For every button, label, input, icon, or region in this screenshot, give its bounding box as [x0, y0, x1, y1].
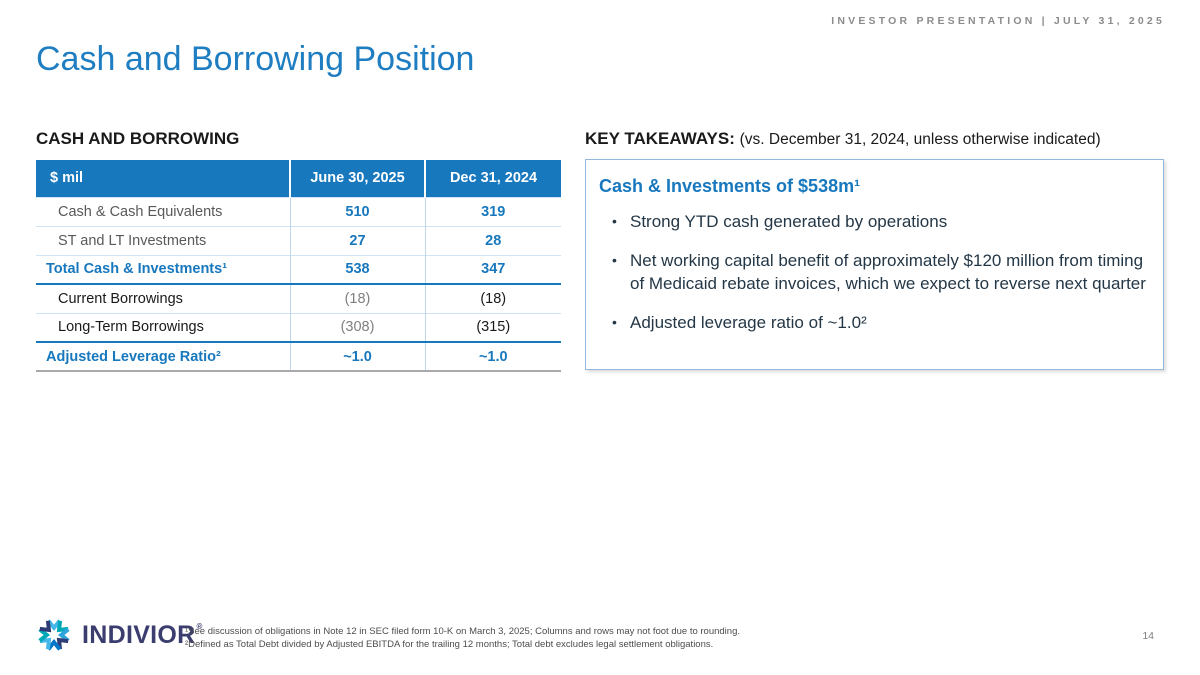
page-number: 14 [1142, 630, 1154, 642]
table-row: Current Borrowings (18) (18) [36, 283, 561, 313]
key-takeaways-heading: KEY TAKEAWAYS: (vs. December 31, 2024, u… [585, 129, 1164, 149]
table-row: Cash & Cash Equivalents 510 319 [36, 196, 561, 226]
row-label: Long-Term Borrowings [36, 312, 290, 343]
value-jun-2025: 27 [289, 225, 425, 255]
bullet-text: Strong YTD cash generated by operations [630, 212, 948, 231]
table-row: Long-Term Borrowings (308) (315) [36, 312, 561, 343]
presentation-eyebrow: INVESTOR PRESENTATION | JULY 31, 2025 [831, 15, 1165, 27]
value-jun-2025: (308) [289, 312, 425, 343]
registered-trademark: ® [196, 621, 203, 631]
cash-borrowing-section: CASH AND BORROWING $ mil June 30, 2025 D… [36, 129, 561, 372]
value-jun-2025: (18) [289, 283, 425, 313]
value-dec-2024: 28 [424, 225, 561, 255]
row-label: Cash & Cash Equivalents [36, 196, 290, 226]
footnote-1: ¹See discussion of obligations in Note 1… [185, 625, 740, 637]
key-takeaways-subheading: (vs. December 31, 2024, unless otherwise… [739, 131, 1101, 148]
key-takeaways-label: KEY TAKEAWAYS: [585, 129, 735, 148]
bullet-dot-icon: • [612, 213, 617, 229]
bullet-dot-icon: • [612, 314, 617, 330]
bullet-text: Adjusted leverage ratio of ~1.0² [630, 313, 867, 332]
value-jun-2025: 538 [289, 254, 425, 285]
key-takeaways-section: KEY TAKEAWAYS: (vs. December 31, 2024, u… [585, 129, 1164, 370]
footnote-2: ²Defined as Total Debt divided by Adjust… [185, 638, 714, 650]
row-label: ST and LT Investments [36, 225, 290, 255]
row-label: Adjusted Leverage Ratio² [36, 341, 290, 371]
indivior-wordmark-text: INDIVIOR [82, 620, 196, 649]
column-header-dec-2024: Dec 31, 2024 [424, 160, 561, 197]
takeaways-box: Cash & Investments of $538m¹ • Strong YTD… [585, 159, 1164, 370]
value-dec-2024: ~1.0 [424, 341, 561, 371]
takeaways-box-title: Cash & Investments of $538m¹ [599, 176, 861, 196]
column-header-metric: $ mil [36, 160, 290, 197]
row-label: Current Borrowings [36, 283, 290, 313]
page-title: Cash and Borrowing Position [36, 40, 475, 78]
bullet-dot-icon: • [612, 252, 617, 268]
table-row: ST and LT Investments 27 28 [36, 225, 561, 255]
indivior-snowflake-icon [38, 619, 70, 651]
value-jun-2025: 510 [289, 196, 425, 226]
table-row-ratio: Adjusted Leverage Ratio² ~1.0 ~1.0 [36, 341, 561, 371]
indivior-wordmark: INDIVIOR® [82, 621, 203, 650]
table-section-title: CASH AND BORROWING [36, 129, 240, 148]
bullet-item: • Adjusted leverage ratio of ~1.0² [599, 311, 1148, 334]
cash-borrowing-table: $ mil June 30, 2025 Dec 31, 2024 Cash & … [36, 160, 561, 372]
value-dec-2024: 347 [424, 254, 561, 285]
value-jun-2025: ~1.0 [289, 341, 425, 371]
bullet-text: Net working capital benefit of approxima… [630, 251, 1146, 293]
table-row-total: Total Cash & Investments¹ 538 347 [36, 254, 561, 285]
column-header-jun-2025: June 30, 2025 [289, 160, 425, 197]
takeaways-bullet-list: • Strong YTD cash generated by operations… [599, 210, 1148, 334]
value-dec-2024: 319 [424, 196, 561, 226]
value-dec-2024: (315) [424, 312, 561, 343]
bullet-item: • Net working capital benefit of approxim… [599, 249, 1148, 295]
indivior-logo: INDIVIOR® [33, 614, 203, 656]
table-header-row: $ mil June 30, 2025 Dec 31, 2024 [36, 160, 561, 197]
footnotes: ¹See discussion of obligations in Note 1… [185, 625, 740, 651]
row-label: Total Cash & Investments¹ [36, 254, 290, 285]
value-dec-2024: (18) [424, 283, 561, 313]
bullet-item: • Strong YTD cash generated by operations [599, 210, 1148, 233]
